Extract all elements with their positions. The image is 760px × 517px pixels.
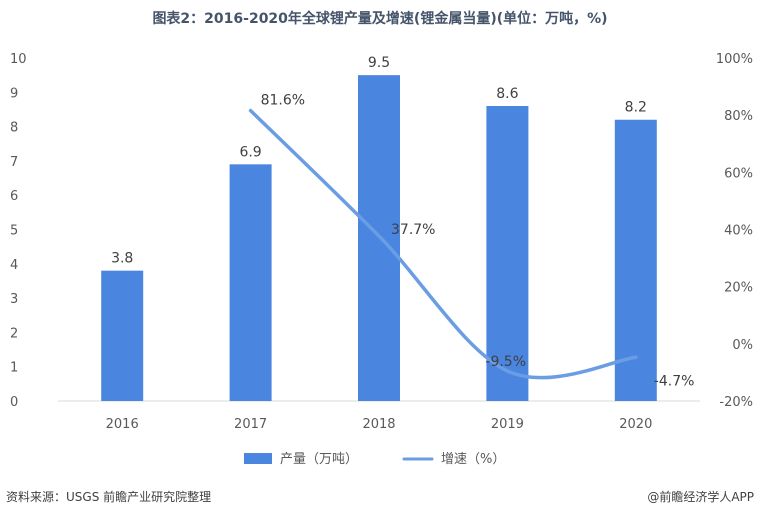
right-tick-label: 100% xyxy=(716,52,753,67)
left-tick-label: 3 xyxy=(10,292,18,307)
line-label: 81.6% xyxy=(261,93,305,109)
left-tick-label: 0 xyxy=(10,395,18,410)
left-tick-label: 9 xyxy=(10,86,18,101)
bar xyxy=(614,119,657,402)
line-label: -4.7% xyxy=(654,373,695,389)
bar xyxy=(101,270,144,401)
right-tick-label: 40% xyxy=(724,224,753,239)
line-labels: 81.6% 37.7% -9.5% -4.7% xyxy=(261,93,695,390)
x-tick-label: 2020 xyxy=(619,417,652,432)
bar-label: 6.9 xyxy=(239,144,261,160)
growth-line xyxy=(248,108,638,380)
bar-label: 9.5 xyxy=(368,55,390,71)
left-tick-label: 4 xyxy=(10,258,18,273)
x-tick-label: 2017 xyxy=(234,417,267,432)
bar-label: 3.8 xyxy=(111,251,133,267)
bar-labels: 3.8 6.9 9.5 8.6 8.2 xyxy=(111,55,647,267)
legend-label-line: 增速（%） xyxy=(441,452,505,467)
left-axis: 0 1 2 3 4 5 6 7 8 9 10 xyxy=(10,52,27,410)
left-tick-label: 7 xyxy=(10,155,18,170)
bar-label: 8.2 xyxy=(625,100,647,116)
bar xyxy=(486,106,529,402)
legend-label-bar: 产量（万吨） xyxy=(280,452,358,467)
line-label: -9.5% xyxy=(485,354,526,370)
bar-label: 8.6 xyxy=(496,86,518,102)
right-tick-label: 20% xyxy=(724,281,753,296)
legend-swatch-bar xyxy=(244,453,272,464)
left-tick-label: 5 xyxy=(10,224,18,239)
right-axis: -20% 0% 20% 40% 60% 80% 100% xyxy=(716,52,753,410)
chart-title: 图表2：2016-2020年全球锂产量及增速(锂金属当量)(单位：万吨，%) xyxy=(152,11,608,27)
x-axis-ticks: 2016 2017 2018 2019 2020 xyxy=(106,417,653,432)
line-label: 37.7% xyxy=(391,222,435,238)
credit: @前瞻经济学人APP xyxy=(647,490,754,504)
left-tick-label: 2 xyxy=(10,326,18,341)
x-tick-label: 2019 xyxy=(491,417,524,432)
left-tick-label: 6 xyxy=(10,189,18,204)
left-tick-label: 8 xyxy=(10,121,18,136)
right-tick-label: 60% xyxy=(724,166,753,181)
left-tick-label: 10 xyxy=(10,52,27,67)
source-note: 资料来源：USGS 前瞻产业研究院整理 xyxy=(6,490,212,504)
right-tick-label: 0% xyxy=(732,338,753,353)
left-tick-label: 1 xyxy=(10,361,18,376)
x-tick-label: 2016 xyxy=(106,417,139,432)
growth-line-layer xyxy=(248,108,638,380)
legend: 产量（万吨） 增速（%） xyxy=(244,452,505,467)
right-tick-label: -20% xyxy=(719,395,753,410)
bar xyxy=(229,164,272,401)
right-tick-label: 80% xyxy=(724,109,753,124)
x-tick-label: 2018 xyxy=(362,417,395,432)
